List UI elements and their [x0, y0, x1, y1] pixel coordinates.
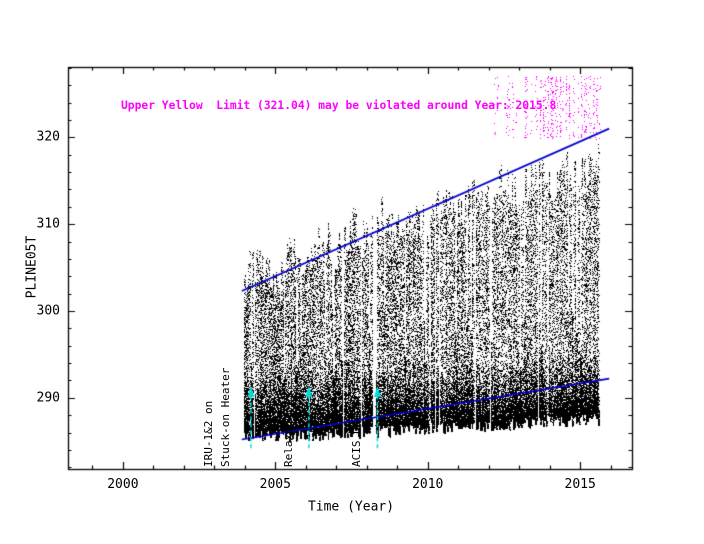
event-label-stuck-on-heater: Stuck-on Heater: [219, 367, 232, 467]
event-label-iru-on: IRU-1&2 on: [202, 400, 215, 467]
y-axis-label: PLINE05T: [24, 235, 40, 299]
event-label-relaxed: Relaxed: [282, 420, 295, 467]
x-tick-label: 2000: [107, 477, 139, 492]
event-label-acis: ACIS DH off: [350, 394, 363, 467]
y-tick-label: 300: [36, 303, 60, 319]
x-tick-label: 2015: [564, 477, 596, 492]
x-axis-label: Time (Year): [307, 499, 395, 515]
limit-violation-warning: Upper Yellow Limit (321.04) may be viola…: [121, 99, 557, 112]
y-tick-label: 290: [36, 390, 60, 406]
y-tick-label: 320: [36, 129, 60, 145]
x-tick-label: 2005: [259, 477, 291, 492]
y-tick-label: 310: [36, 216, 60, 232]
x-tick-label: 2010: [412, 477, 444, 492]
